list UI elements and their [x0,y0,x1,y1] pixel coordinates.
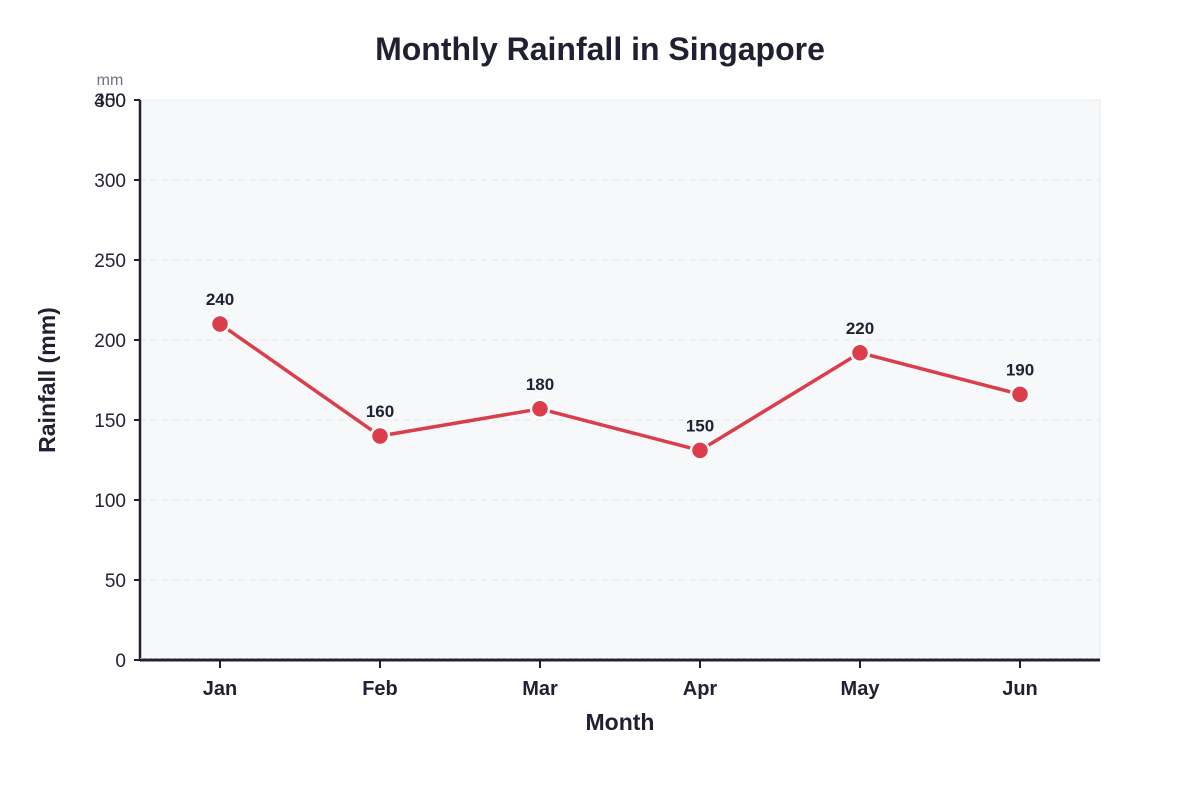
x-axis: Jan Feb Mar Apr May Jun [140,658,1100,700]
y-tick-label: 300 [94,171,126,192]
data-point [689,440,711,461]
y-tick-label: 200 [94,331,126,352]
data-label: 180 [526,375,554,394]
plot-background [139,99,1101,661]
x-axis-title: Month [586,709,655,735]
data-points [209,313,1031,461]
y-tick-label: 0 [115,651,126,672]
y-tick-label-overlap: 400 [94,91,126,112]
data-point [529,398,551,420]
x-tick-label: Apr [683,678,718,700]
data-label: 190 [1006,360,1034,379]
data-point [369,425,391,447]
y-tick-label: 350 [94,91,126,112]
series-line [218,322,1022,453]
data-label: 220 [846,319,874,338]
grid-lines [140,179,1100,581]
y-tick-label: 50 [105,571,126,592]
y-tick-label: 150 [94,411,126,432]
x-tick-label: May [841,678,881,700]
data-label: 240 [206,290,234,309]
x-tick-label: Mar [522,678,558,700]
chart-title: Monthly Rainfall in Singapore [375,31,825,67]
y-tick-label: 250 [94,251,126,272]
data-point [1009,384,1031,405]
data-point [209,313,231,335]
y-axis-title: Rainfall (mm) [34,307,60,453]
y-tick-label: 100 [94,491,126,512]
x-tick-label: Jun [1002,678,1038,700]
y-axis-unit-label: mm [97,72,124,89]
rainfall-series [218,322,1022,453]
x-tick-label: Jan [203,678,237,700]
x-tick-label: Feb [362,678,398,700]
data-labels: 240 160 180 150 220 190 [206,290,1034,435]
data-label: 160 [366,402,394,421]
data-point [849,342,871,364]
data-label: 150 [686,416,714,435]
